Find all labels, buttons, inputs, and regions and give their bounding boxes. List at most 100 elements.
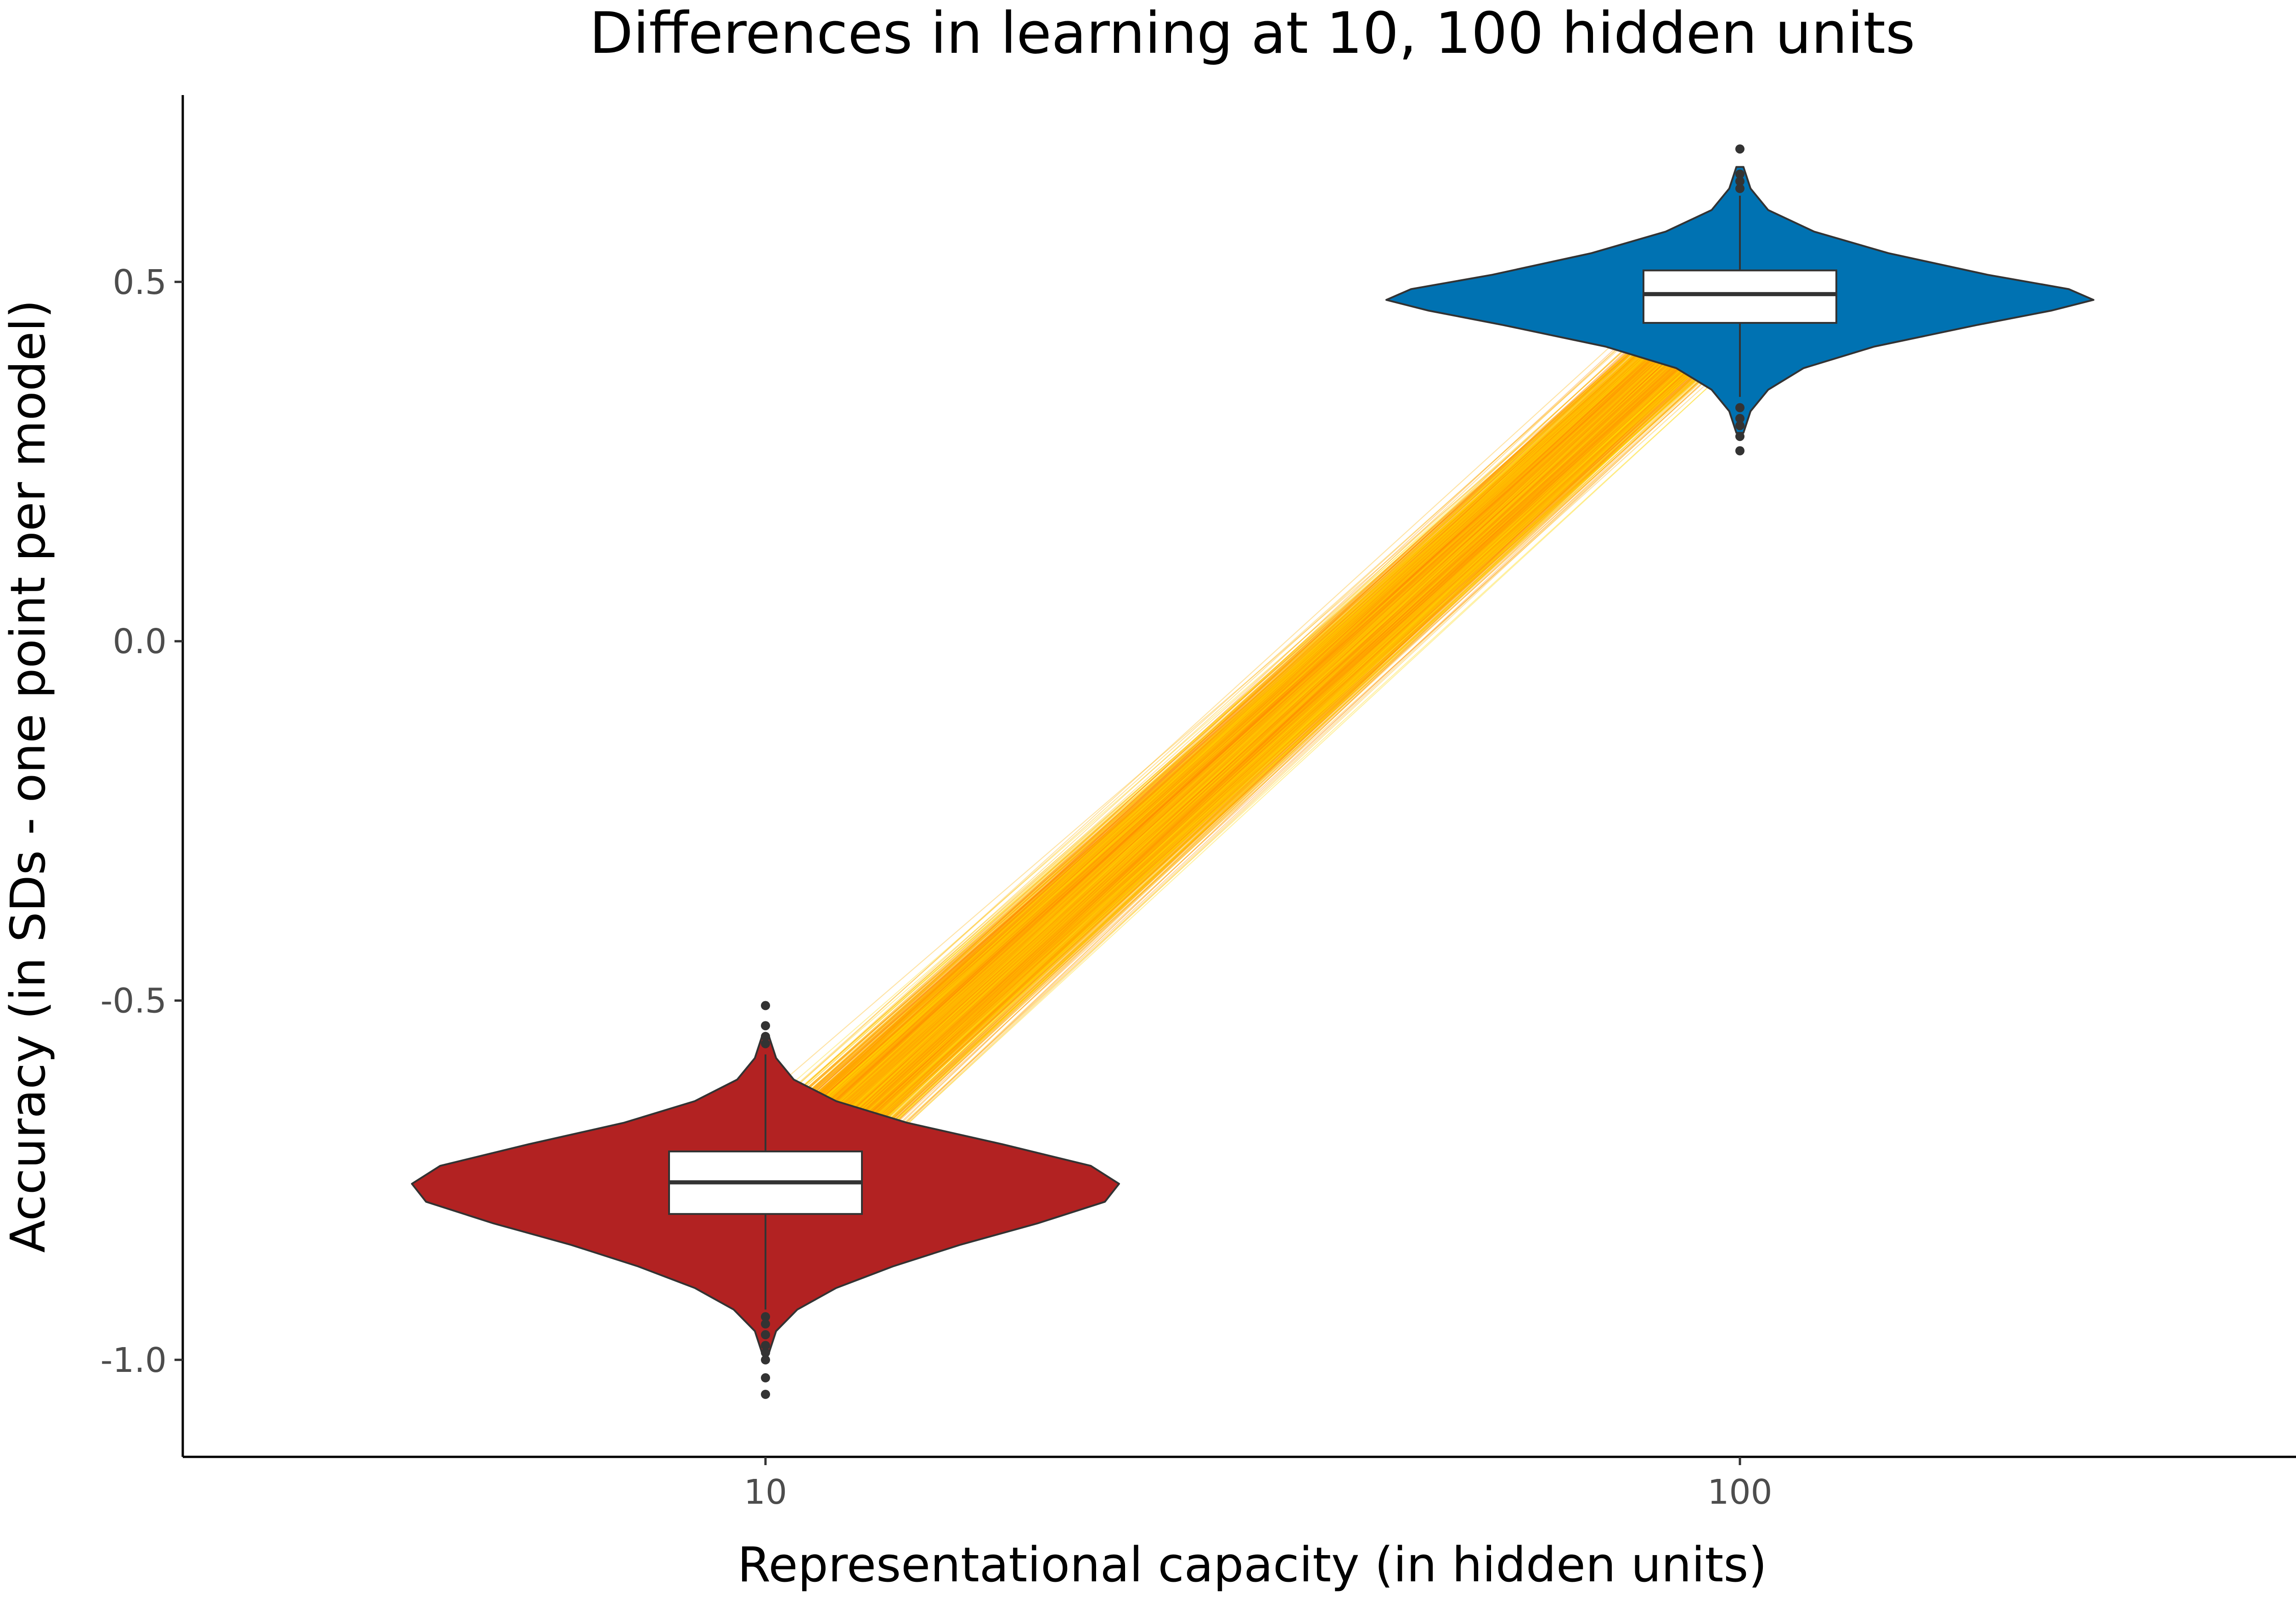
- paired-line: [765, 292, 1740, 1198]
- paired-line: [765, 274, 1740, 1177]
- paired-line: [765, 319, 1740, 1208]
- paired-line: [765, 264, 1740, 1132]
- paired-line: [765, 308, 1740, 1197]
- paired-line: [765, 303, 1740, 1183]
- paired-line: [765, 292, 1740, 1192]
- paired-line: [765, 305, 1740, 1225]
- paired-line: [765, 342, 1740, 1202]
- paired-line: [765, 316, 1740, 1178]
- paired-line: [765, 316, 1740, 1193]
- paired-line: [765, 254, 1740, 1132]
- paired-line: [765, 276, 1740, 1154]
- paired-line: [765, 299, 1740, 1202]
- paired-line: [765, 318, 1740, 1204]
- paired-line: [765, 293, 1740, 1168]
- paired-line: [765, 306, 1740, 1184]
- paired-line: [765, 285, 1740, 1192]
- paired-line: [765, 325, 1740, 1247]
- paired-line: [765, 303, 1740, 1193]
- paired-line: [765, 316, 1740, 1209]
- paired-line: [765, 310, 1740, 1213]
- paired-line: [765, 270, 1740, 1152]
- paired-line: [765, 316, 1740, 1214]
- paired-line: [765, 271, 1740, 1162]
- paired-line: [765, 319, 1740, 1202]
- paired-line: [765, 276, 1740, 1143]
- paired-line: [765, 260, 1740, 1152]
- paired-line: [765, 269, 1740, 1143]
- paired-line: [765, 260, 1740, 1152]
- paired-line: [765, 296, 1740, 1179]
- paired-line: [765, 268, 1740, 1145]
- paired-line: [765, 284, 1740, 1146]
- paired-line: [765, 282, 1740, 1162]
- paired-line: [765, 296, 1740, 1195]
- paired-line: [765, 254, 1740, 1131]
- paired-line: [765, 292, 1740, 1157]
- paired-line: [765, 329, 1740, 1205]
- paired-line: [765, 325, 1740, 1207]
- paired-line: [765, 307, 1740, 1185]
- paired-line: [765, 324, 1740, 1195]
- paired-line: [765, 310, 1740, 1142]
- paired-line: [765, 291, 1740, 1191]
- paired-line: [765, 350, 1740, 1224]
- paired-line: [765, 279, 1740, 1195]
- paired-line: [765, 325, 1740, 1208]
- paired-line: [765, 252, 1740, 1158]
- paired-line: [765, 279, 1740, 1142]
- paired-line: [765, 256, 1740, 1097]
- paired-line: [765, 311, 1740, 1247]
- paired-line: [765, 291, 1740, 1173]
- paired-line: [765, 276, 1740, 1133]
- paired-line: [765, 251, 1740, 1162]
- paired-line: [765, 282, 1740, 1175]
- paired-line: [765, 268, 1740, 1161]
- paired-line: [765, 259, 1740, 1140]
- paired-line: [765, 290, 1740, 1196]
- paired-line: [765, 318, 1740, 1195]
- paired-line: [765, 248, 1740, 1143]
- paired-line: [765, 299, 1740, 1200]
- outlier-point: [1735, 432, 1745, 441]
- paired-line: [765, 261, 1740, 1128]
- paired-line: [765, 302, 1740, 1216]
- paired-line: [765, 252, 1740, 1149]
- paired-line: [765, 270, 1740, 1177]
- paired-line: [765, 275, 1740, 1194]
- paired-line: [765, 294, 1740, 1196]
- paired-line: [765, 293, 1740, 1212]
- paired-line: [765, 278, 1740, 1159]
- paired-line: [765, 299, 1740, 1167]
- paired-line: [765, 303, 1740, 1191]
- paired-line: [765, 299, 1740, 1208]
- paired-line: [765, 296, 1740, 1177]
- paired-line: [765, 305, 1740, 1202]
- paired-line: [765, 312, 1740, 1199]
- paired-line: [765, 268, 1740, 1149]
- paired-line: [765, 340, 1740, 1211]
- paired-line: [765, 263, 1740, 1130]
- paired-line: [765, 291, 1740, 1183]
- paired-line: [765, 258, 1740, 1173]
- paired-line: [765, 301, 1740, 1183]
- paired-line: [765, 306, 1740, 1181]
- paired-line: [765, 304, 1740, 1187]
- paired-line: [765, 294, 1740, 1162]
- paired-line: [765, 245, 1740, 1149]
- paired-line: [765, 315, 1740, 1195]
- paired-line: [765, 258, 1740, 1132]
- paired-line: [765, 269, 1740, 1160]
- paired-line: [765, 281, 1740, 1185]
- paired-line: [765, 266, 1740, 1192]
- paired-line: [765, 313, 1740, 1203]
- paired-line: [765, 291, 1740, 1180]
- paired-line: [765, 333, 1740, 1238]
- paired-line: [765, 298, 1740, 1170]
- paired-line: [765, 291, 1740, 1196]
- paired-line: [765, 292, 1740, 1205]
- paired-line: [765, 237, 1740, 1121]
- paired-line: [765, 307, 1740, 1230]
- paired-line: [765, 315, 1740, 1219]
- paired-line: [765, 294, 1740, 1202]
